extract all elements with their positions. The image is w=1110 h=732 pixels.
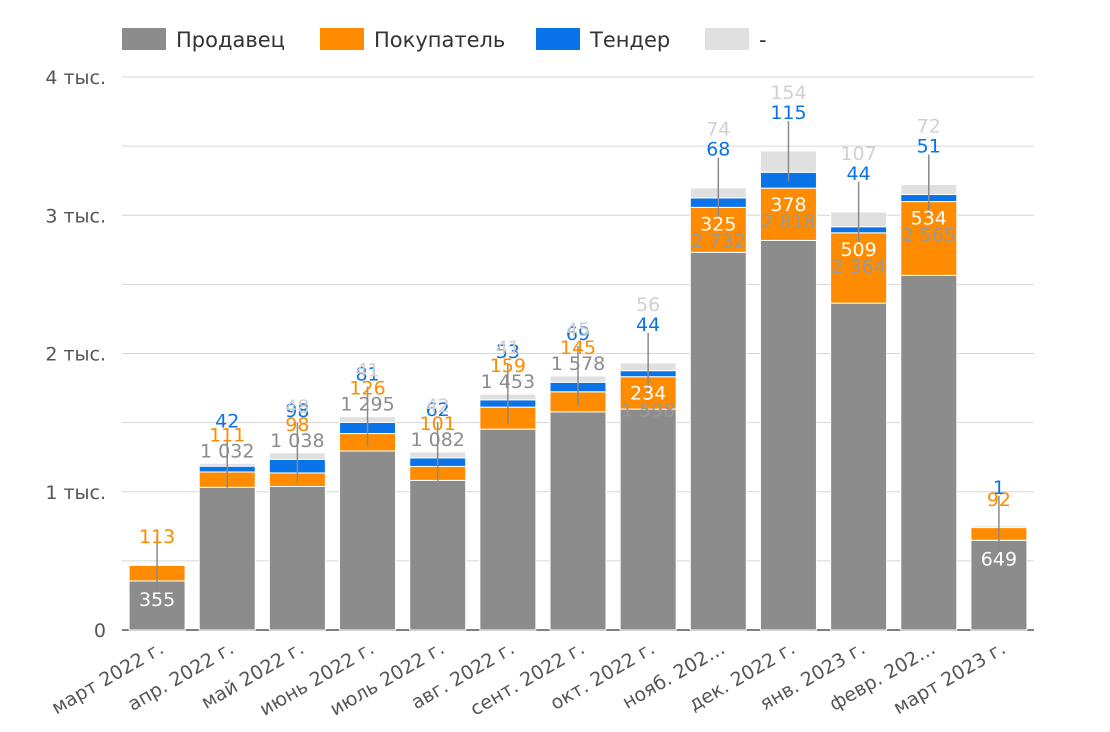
bar-segment: [759, 187, 817, 241]
data-label-prodavec: 2 364: [831, 256, 885, 278]
legend-swatch: [536, 28, 580, 50]
data-label-prodavec: 1 598: [621, 400, 675, 422]
legend-label: Покупатель: [374, 28, 505, 52]
data-label-prodavec: 1 453: [481, 371, 535, 393]
data-label-prodavec: 1 578: [551, 353, 605, 375]
bar-segment: [409, 479, 467, 631]
data-label-prodavec: 1 038: [270, 430, 324, 452]
data-label-tender: 68: [706, 139, 730, 161]
data-label-pokupatel: 509: [840, 239, 876, 261]
data-label-pokupatel: 234: [630, 383, 666, 405]
legend-swatch: [705, 28, 749, 50]
data-label-pokupatel: 378: [770, 194, 806, 216]
legend-swatch: [320, 28, 364, 50]
y-tick-label: 4 тыс.: [45, 67, 106, 89]
data-label-tender: 1: [993, 477, 1005, 499]
data-label-prodavec: 1 032: [200, 440, 254, 462]
data-label-tender: 69: [566, 323, 590, 345]
data-label-tender: 42: [215, 410, 239, 432]
data-label-tender: 98: [285, 400, 309, 422]
data-label-pokupatel: 98: [285, 414, 309, 436]
data-label-pokupatel: 101: [420, 413, 456, 435]
bar-segment: [339, 450, 397, 631]
bar-segment: [479, 428, 537, 631]
bar-segment: [268, 485, 326, 631]
bar-segment: [830, 232, 888, 304]
data-label-pokupatel: 145: [560, 337, 596, 359]
y-tick-label: 1 тыс.: [45, 482, 106, 504]
data-label-prodavec: 1 295: [340, 394, 394, 416]
data-label-pokupatel: 126: [349, 378, 385, 400]
data-label-dash: 48: [285, 396, 309, 418]
bar-segment: [759, 239, 817, 631]
x-axis: март 2022 г.апр. 2022 г.май 2022 г.июнь …: [48, 637, 1010, 720]
y-tick-label: 2 тыс.: [45, 344, 106, 366]
legend-label: -: [759, 28, 767, 52]
data-label-prodavec: 355: [139, 589, 175, 611]
legend-label: Тендер: [589, 28, 670, 52]
data-label-tender: 53: [496, 341, 520, 363]
legend-label: Продавец: [176, 28, 285, 52]
y-axis: 0 1 тыс. 2 тыс. 3 тыс. 4 тыс.: [45, 67, 106, 642]
data-label-prodavec: 649: [981, 548, 1017, 570]
data-label-dash: 45: [566, 319, 590, 341]
y-tick-label: 0: [94, 620, 106, 642]
data-label-dash: 107: [840, 143, 876, 165]
bar-segment: [830, 302, 888, 631]
data-label-tender: 44: [636, 314, 660, 336]
bar-segment: [689, 251, 747, 631]
legend: Продавец Покупатель Тендер -: [122, 28, 767, 52]
bar-segment: [619, 408, 677, 631]
data-label-dash: 56: [636, 294, 660, 316]
bar-segment: [549, 411, 607, 631]
bars: [128, 120, 1028, 631]
y-tick-label: 3 тыс.: [45, 205, 106, 227]
data-label-dash: 41: [355, 360, 379, 382]
data-label-pokupatel: 325: [700, 213, 736, 235]
data-label-tender: 62: [426, 399, 450, 421]
data-label-pokupatel: 534: [911, 208, 947, 230]
data-label-pokupatel: 92: [987, 489, 1011, 511]
data-label-prodavec: 2 818: [761, 211, 815, 233]
data-label-tender: 44: [847, 163, 871, 185]
data-label-dash: 41: [496, 337, 520, 359]
data-label-tender: 115: [770, 102, 806, 124]
data-label-dash: 154: [770, 82, 806, 104]
data-label-dash: 42: [426, 395, 450, 417]
data-label-tender: 81: [355, 364, 379, 386]
data-label-pokupatel: 111: [209, 424, 245, 446]
data-label-pokupatel: 159: [490, 355, 526, 377]
data-label-dash: 72: [917, 116, 941, 138]
data-label-prodavec: 2 565: [902, 225, 956, 247]
data-label-dash: 74: [706, 119, 730, 141]
bar-segment: [198, 486, 256, 631]
bar-segment: [900, 274, 958, 631]
data-label-prodavec: 2 732: [691, 230, 745, 252]
data-label-pokupatel: 113: [139, 526, 175, 548]
legend-swatch: [122, 28, 166, 50]
data-label-prodavec: 1 082: [410, 429, 464, 451]
data-label-tender: 51: [917, 136, 941, 158]
